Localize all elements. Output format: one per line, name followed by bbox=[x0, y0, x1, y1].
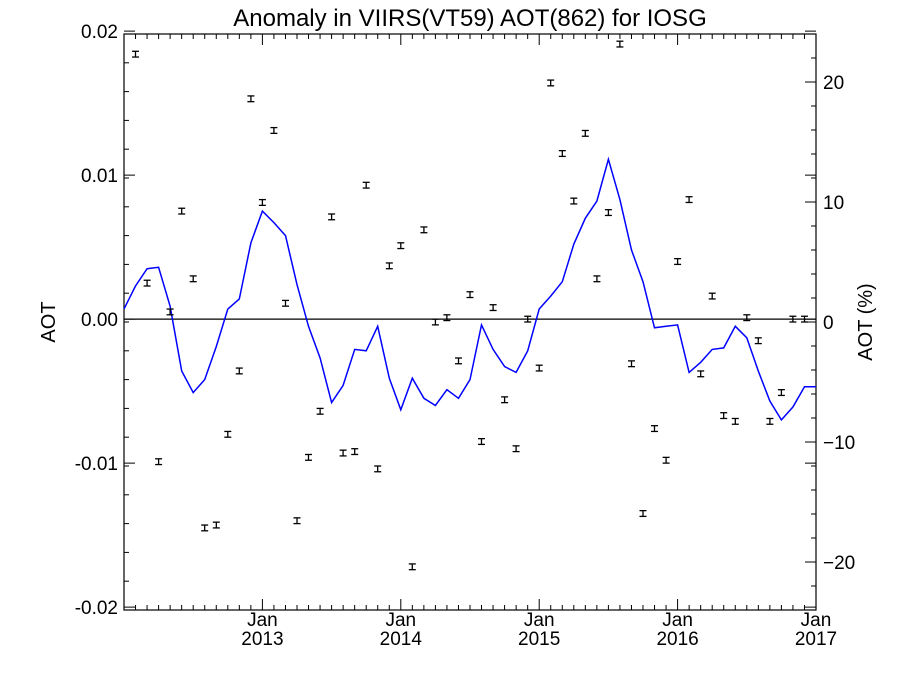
data-point bbox=[535, 364, 543, 372]
data-point bbox=[455, 357, 463, 365]
data-point bbox=[247, 95, 255, 103]
data-point bbox=[178, 207, 186, 215]
data-point bbox=[674, 257, 682, 266]
data-point bbox=[443, 314, 451, 322]
data-point bbox=[166, 308, 174, 316]
y-right-tick-label: −20 bbox=[823, 553, 855, 574]
x-tick-month: Jan bbox=[801, 610, 832, 631]
data-point bbox=[639, 509, 647, 518]
data-point bbox=[466, 291, 474, 299]
y-right-tick-label: 0 bbox=[823, 313, 834, 334]
data-point bbox=[720, 412, 728, 420]
data-point bbox=[351, 448, 359, 456]
x-tick-month: Jan bbox=[385, 610, 416, 631]
data-point bbox=[397, 242, 405, 250]
data-point bbox=[581, 129, 589, 137]
series-points bbox=[131, 40, 809, 571]
data-point bbox=[235, 367, 243, 375]
axis-ticks bbox=[123, 30, 817, 611]
data-point bbox=[743, 314, 751, 322]
data-point bbox=[189, 275, 197, 283]
data-point bbox=[282, 299, 290, 307]
data-point bbox=[304, 453, 312, 461]
data-point bbox=[477, 437, 485, 446]
data-point bbox=[754, 337, 762, 345]
data-point bbox=[212, 521, 220, 529]
data-point bbox=[339, 449, 347, 457]
x-tick-month: Jan bbox=[247, 610, 278, 631]
data-point bbox=[558, 149, 566, 158]
data-point bbox=[385, 262, 393, 270]
data-point bbox=[258, 198, 266, 207]
data-point bbox=[420, 226, 428, 234]
data-point bbox=[650, 425, 658, 433]
y-tick-labels: 0.02 0.01 0.00 -0.01 -0.02 bbox=[75, 22, 118, 619]
data-point bbox=[777, 389, 785, 397]
data-point bbox=[766, 417, 774, 425]
data-point bbox=[789, 315, 797, 323]
data-point bbox=[524, 315, 532, 323]
plot-frame bbox=[123, 33, 817, 611]
data-point bbox=[431, 318, 439, 326]
y-tick-label: 0.02 bbox=[81, 22, 118, 43]
data-point bbox=[155, 458, 163, 466]
x-tick-year: 2017 bbox=[795, 629, 837, 650]
y-tick-label: -0.01 bbox=[75, 454, 118, 475]
data-point bbox=[293, 517, 301, 525]
y-right-tick-labels: 20 10 0 −10 −20 bbox=[823, 73, 855, 574]
x-tick-month: Jan bbox=[524, 610, 555, 631]
chart-title: Anomaly in VIIRS(VT59) AOT(862) for IOSG bbox=[233, 5, 706, 32]
data-point bbox=[224, 430, 232, 438]
data-point bbox=[697, 370, 705, 378]
y-tick-label: 0.01 bbox=[81, 166, 118, 187]
data-point bbox=[616, 40, 624, 48]
data-point bbox=[604, 209, 612, 217]
data-point bbox=[628, 360, 636, 368]
data-point bbox=[662, 456, 670, 464]
x-tick-year: 2014 bbox=[380, 629, 423, 650]
series-smoothed-line bbox=[123, 156, 816, 422]
y-right-tick-label: −10 bbox=[823, 433, 855, 454]
y-right-tick-label: 20 bbox=[823, 73, 844, 94]
y-axis-label-right: AOT (%) bbox=[855, 283, 877, 360]
data-point bbox=[801, 315, 809, 323]
data-point bbox=[143, 279, 151, 287]
data-point bbox=[316, 407, 324, 415]
data-point bbox=[593, 275, 601, 283]
data-point bbox=[374, 465, 382, 473]
data-point bbox=[362, 181, 370, 189]
x-tick-month: Jan bbox=[662, 610, 693, 631]
data-point bbox=[489, 304, 497, 312]
y-right-tick-label: 10 bbox=[823, 193, 844, 214]
y-axis-label: AOT bbox=[38, 301, 60, 342]
x-tick-year: 2015 bbox=[518, 629, 560, 650]
y-tick-label: 0.00 bbox=[81, 310, 118, 331]
data-point bbox=[547, 79, 555, 87]
data-point bbox=[501, 396, 509, 404]
x-tick-year: 2016 bbox=[656, 629, 698, 650]
data-point bbox=[270, 126, 278, 135]
data-point bbox=[708, 292, 716, 300]
data-point bbox=[685, 196, 693, 204]
data-point bbox=[512, 445, 520, 453]
data-point bbox=[328, 213, 336, 221]
y-tick-label: -0.02 bbox=[75, 598, 118, 619]
data-point bbox=[408, 563, 416, 571]
data-point bbox=[570, 197, 578, 205]
data-point bbox=[131, 50, 139, 58]
x-tick-year: 2013 bbox=[241, 629, 283, 650]
data-point bbox=[731, 417, 739, 425]
data-point bbox=[201, 524, 209, 532]
